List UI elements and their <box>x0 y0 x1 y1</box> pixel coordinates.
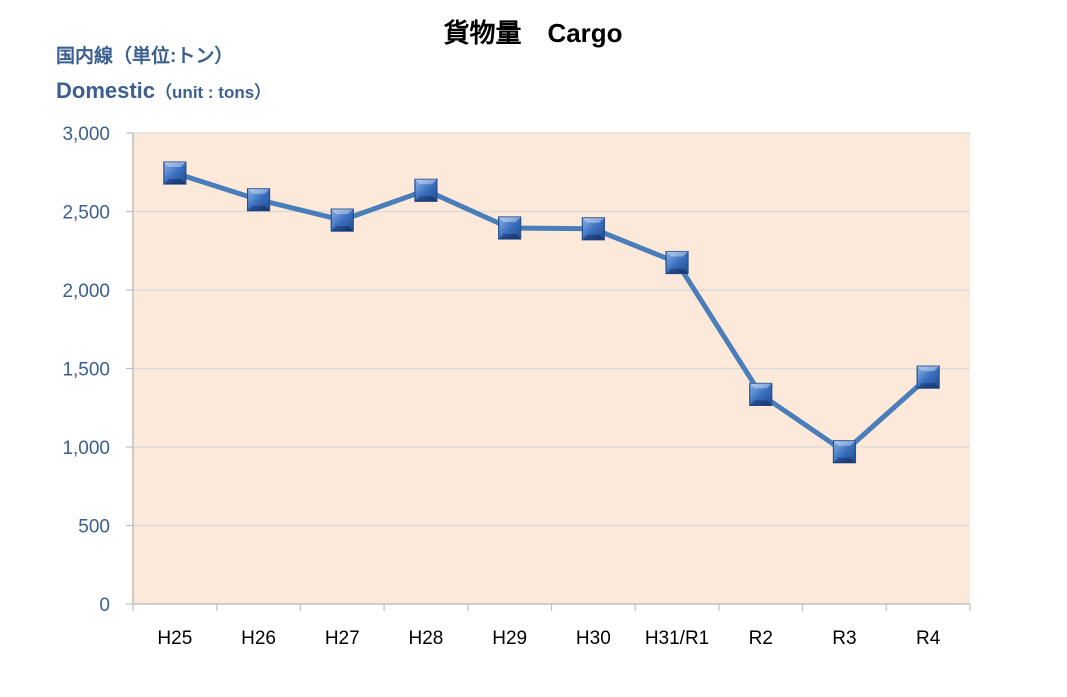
marker-shade <box>247 205 270 211</box>
x-tick-label: H30 <box>576 628 611 649</box>
marker-bevel <box>917 366 940 372</box>
marker-shade <box>498 233 521 239</box>
data-point-marker <box>665 250 689 275</box>
x-tick-label: H27 <box>325 628 360 649</box>
x-tick-label: R2 <box>749 628 773 649</box>
x-tick-label: H31/R1 <box>645 628 709 649</box>
unit-label-japanese: 国内線（単位:トン） <box>56 44 233 67</box>
x-tick-label: R4 <box>916 628 941 649</box>
data-point-marker <box>163 161 187 185</box>
marker-square <box>498 216 522 240</box>
x-tick-label: R3 <box>832 628 856 649</box>
y-tick-label: 2,000 <box>62 281 110 302</box>
data-point-marker <box>330 208 354 232</box>
unit-label-english-main: Domestic <box>56 78 155 103</box>
marker-shade <box>666 268 689 274</box>
y-tick-label: 1,500 <box>62 360 110 381</box>
gridlines <box>133 132 970 527</box>
series-cargo <box>163 161 940 464</box>
marker-square <box>916 365 940 389</box>
marker-shade <box>582 234 605 240</box>
data-point-marker <box>749 382 773 407</box>
y-tick-label: 1,000 <box>62 438 110 459</box>
data-point-marker <box>246 188 271 212</box>
marker-square <box>163 161 187 185</box>
data-point-marker <box>832 440 857 464</box>
x-axis-ticks: H25 H26 H27 H28 H29 H30 H31/R1 R2 R3 R4 <box>132 604 971 649</box>
x-tick-label: H26 <box>241 628 276 649</box>
marker-square <box>330 208 354 232</box>
marker-bevel <box>498 216 521 222</box>
marker-bevel <box>666 251 689 257</box>
marker-square <box>749 382 773 407</box>
marker-bevel <box>247 188 270 194</box>
data-point-marker <box>916 365 940 389</box>
unit-label-english: Domestic（unit : tons） <box>56 78 271 103</box>
marker-square <box>832 440 857 464</box>
y-tick-label: 500 <box>78 517 110 538</box>
x-tick-label: H25 <box>157 628 192 649</box>
marker-bevel <box>833 440 856 446</box>
marker-shade <box>163 179 186 185</box>
x-tick-label: H28 <box>409 628 444 649</box>
y-tick-label: 3,000 <box>62 124 110 145</box>
marker-bevel <box>331 209 354 215</box>
marker-shade <box>331 226 354 232</box>
marker-bevel <box>414 179 437 185</box>
marker-square <box>414 178 438 202</box>
chart-title: 貨物量 Cargo <box>443 18 622 48</box>
y-tick-label: 0 <box>99 595 110 616</box>
marker-shade <box>414 196 437 202</box>
data-point-marker <box>414 178 438 202</box>
data-point-marker <box>498 216 522 240</box>
y-axis-ticks: 0 500 1,000 1,500 2,000 2,500 3,000 <box>62 124 133 616</box>
x-tick-label: H29 <box>492 628 527 649</box>
data-point-marker <box>581 217 605 241</box>
marker-bevel <box>582 217 605 223</box>
marker-bevel <box>163 162 186 168</box>
marker-shade <box>917 383 940 389</box>
y-tick-label: 2,500 <box>62 203 110 224</box>
marker-shade <box>833 457 856 463</box>
marker-bevel <box>749 383 772 389</box>
series-line <box>172 170 931 455</box>
unit-label-english-sub: （unit : tons） <box>155 82 271 102</box>
marker-square <box>246 188 271 212</box>
marker-shade <box>749 400 772 406</box>
marker-square <box>665 250 689 275</box>
marker-square <box>581 217 605 241</box>
